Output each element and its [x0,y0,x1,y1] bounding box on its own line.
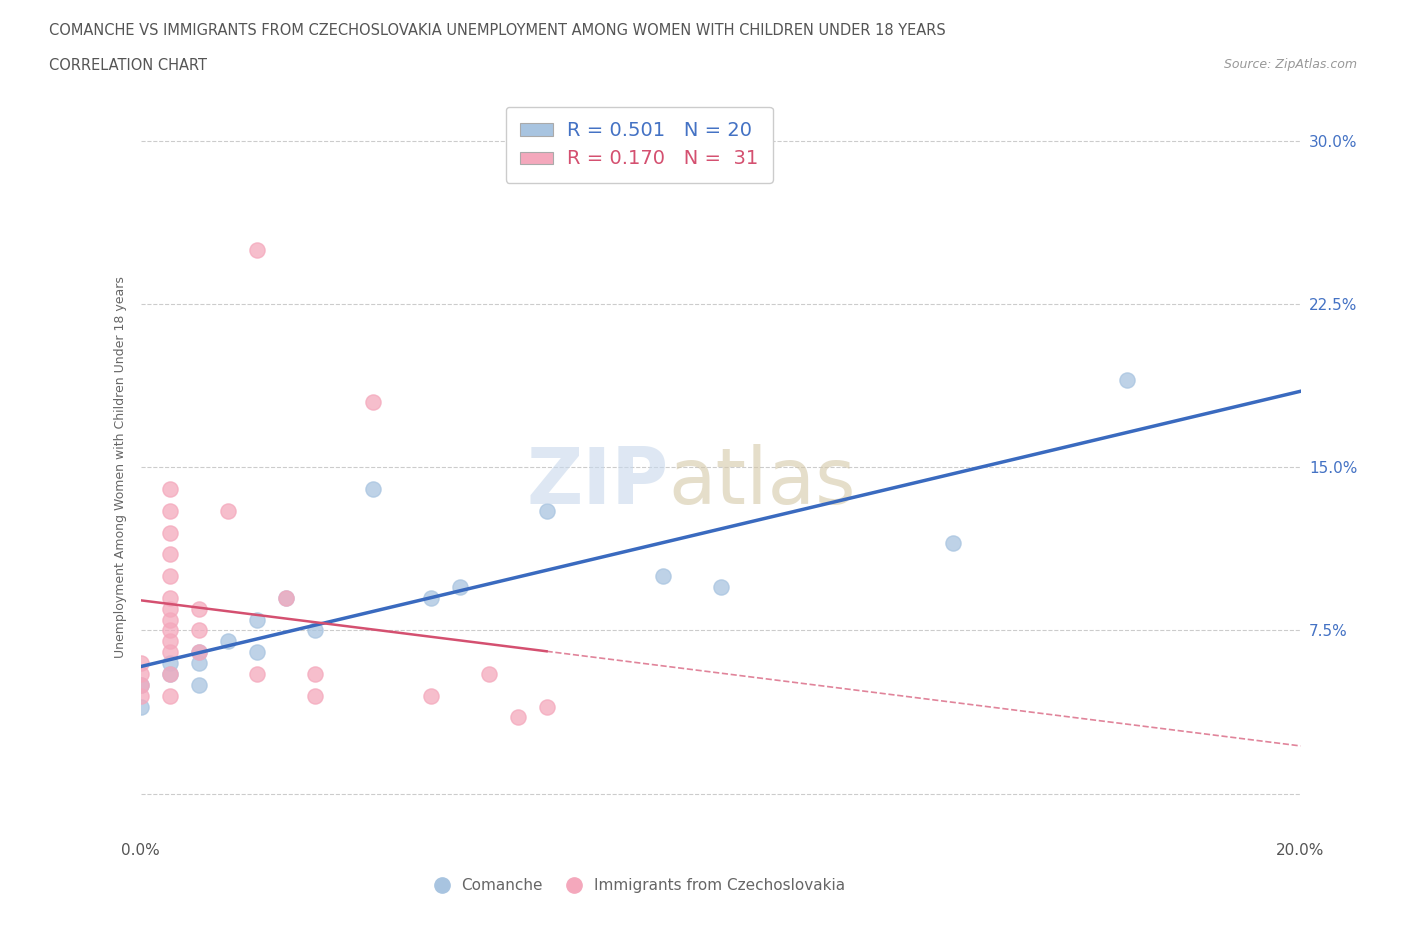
Point [449,579,471,594]
Point [159,547,181,562]
Point [536,699,558,714]
Point [187,601,209,616]
Text: CORRELATION CHART: CORRELATION CHART [49,58,207,73]
Point [274,591,297,605]
Point [246,243,269,258]
Point [419,688,441,703]
Text: ZIP: ZIP [526,445,668,520]
Point [159,634,181,649]
Point [246,667,269,682]
Point [217,634,239,649]
Point [159,568,181,583]
Point [159,623,181,638]
Point [187,644,209,659]
Point [187,677,209,692]
Point [129,677,152,692]
Point [129,656,152,671]
Point [304,688,326,703]
Point [361,394,384,409]
Point [159,612,181,627]
Point [159,688,181,703]
Point [651,568,673,583]
Point [478,667,501,682]
Point [159,503,181,518]
Point [159,667,181,682]
Text: Source: ZipAtlas.com: Source: ZipAtlas.com [1223,58,1357,71]
Point [129,688,152,703]
Text: COMANCHE VS IMMIGRANTS FROM CZECHOSLOVAKIA UNEMPLOYMENT AMONG WOMEN WITH CHILDRE: COMANCHE VS IMMIGRANTS FROM CZECHOSLOVAK… [49,23,946,38]
Point [187,623,209,638]
Point [217,503,239,518]
Point [304,667,326,682]
Point [710,579,733,594]
Point [942,536,965,551]
Point [536,503,558,518]
Point [506,710,529,724]
Point [159,644,181,659]
Point [419,591,441,605]
Point [129,699,152,714]
Point [246,644,269,659]
Point [187,644,209,659]
Point [246,612,269,627]
Point [187,656,209,671]
Point [1115,373,1137,388]
Text: atlas: atlas [668,445,856,520]
Point [159,667,181,682]
Point [159,601,181,616]
Point [304,623,326,638]
Point [159,656,181,671]
Point [159,482,181,497]
Y-axis label: Unemployment Among Women with Children Under 18 years: Unemployment Among Women with Children U… [114,276,127,658]
Point [129,677,152,692]
Point [274,591,297,605]
Legend: Comanche, Immigrants from Czechoslovakia: Comanche, Immigrants from Czechoslovakia [427,872,851,899]
Point [129,667,152,682]
Point [159,525,181,540]
Point [159,591,181,605]
Point [361,482,384,497]
